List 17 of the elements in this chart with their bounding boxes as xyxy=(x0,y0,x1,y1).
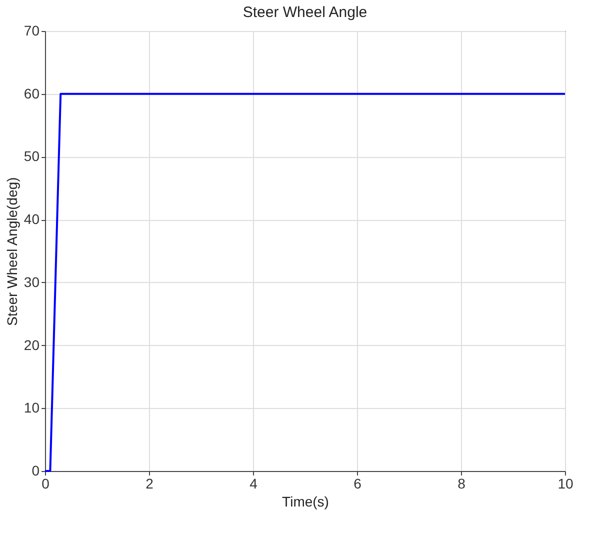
y-tick-label: 40 xyxy=(24,211,40,228)
y-tick-label: 60 xyxy=(24,85,40,102)
x-tick-label: 6 xyxy=(354,476,362,492)
y-tick-label: 30 xyxy=(24,274,40,290)
x-tick-label: 2 xyxy=(146,476,154,492)
chart-title: Steer Wheel Angle xyxy=(242,4,368,21)
x-tick-label: 10 xyxy=(558,476,574,492)
y-axis-title: Steer Wheel Angle(deg) xyxy=(4,177,20,326)
y-tick-label: 10 xyxy=(24,400,40,416)
y-tick-label: 0 xyxy=(32,462,40,478)
x-tick-label: 8 xyxy=(458,476,466,492)
y-tick-label: 50 xyxy=(24,148,40,164)
y-tick-label: 70 xyxy=(24,22,40,38)
x-tick-label: 4 xyxy=(250,476,258,492)
x-axis-title: Time(s) xyxy=(282,494,329,510)
x-tick-label: 0 xyxy=(42,476,50,492)
y-tick-label: 20 xyxy=(24,336,40,353)
